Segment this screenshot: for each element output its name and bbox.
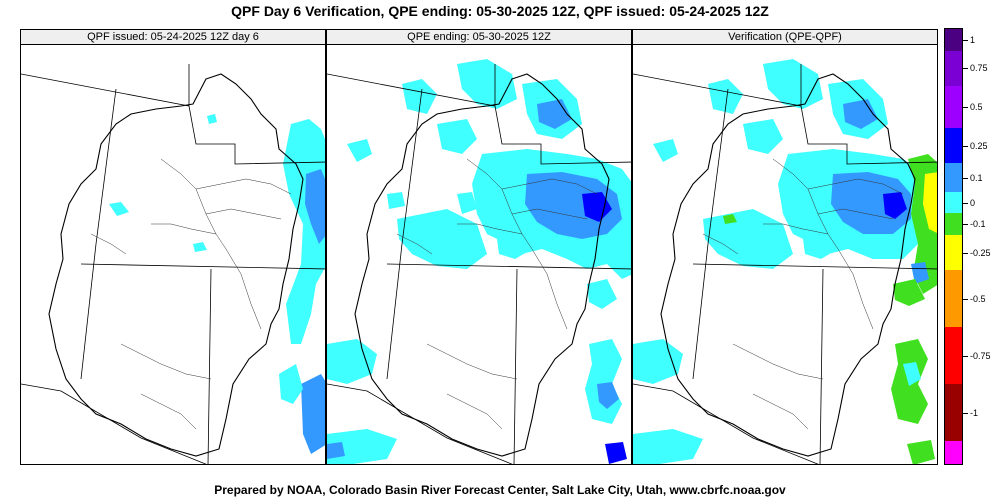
qpe-panel: QPE ending: 05-30-2025 12Z: [326, 29, 632, 465]
precip-field: [633, 59, 937, 464]
colorbar-label: -1: [970, 407, 979, 418]
colorbar-tick: [963, 252, 968, 254]
colorbar-label: -0.1: [970, 219, 986, 230]
colorbar-tick: [963, 145, 968, 147]
colorbar-label: 0.75: [970, 63, 988, 74]
colorbar-segment: [945, 50, 962, 87]
colorbar-tick: [963, 177, 968, 179]
colorbar-label: 0.25: [970, 140, 988, 151]
colorbar-segment: [945, 213, 962, 236]
verification-map: [633, 59, 937, 464]
colorbar-segment: [945, 163, 962, 193]
colorbar-tick: [963, 202, 968, 204]
verification-panel-title: Verification (QPE-QPF): [633, 30, 937, 45]
colorbar-tick: [963, 355, 968, 357]
state-boundaries: [327, 64, 631, 464]
basin-boundary: [354, 73, 610, 457]
colorbar-label: 0.1: [970, 172, 983, 183]
colorbar-tick: [963, 298, 968, 300]
colorbar-segment: [945, 327, 962, 385]
state-boundaries: [21, 64, 325, 464]
colorbar-label: -0.75: [970, 350, 991, 361]
rivers: [702, 158, 904, 430]
colorbar-segment: [945, 85, 962, 129]
rivers: [90, 158, 292, 430]
qpf-panel: QPF issued: 05-24-2025 12Z day 6: [20, 29, 326, 465]
colorbar-segment: [945, 384, 962, 442]
colorbar-label: 0.5: [970, 102, 983, 112]
colorbar-label: 1: [970, 34, 976, 45]
rivers: [396, 158, 598, 430]
colorbar-tick: [963, 412, 968, 414]
colorbar-tick: [963, 224, 968, 226]
qpf-panel-title: QPF issued: 05-24-2025 12Z day 6: [21, 30, 325, 45]
colorbar-tick: [963, 68, 968, 70]
colorbar-label: -0.25: [970, 247, 991, 258]
precip-field: [109, 114, 325, 454]
state-boundaries: [633, 64, 937, 464]
precip-field: [327, 59, 631, 464]
colorbar-segment: [945, 441, 962, 465]
colorbar-segment: [945, 270, 962, 328]
colorbar-tick: [963, 39, 968, 41]
verification-panel: Verification (QPE-QPF): [632, 29, 938, 465]
colorbar-segment: [945, 128, 962, 164]
figure-title: QPF Day 6 Verification, QPE ending: 05-3…: [231, 3, 769, 19]
colorbar-segment: [945, 235, 962, 271]
colorbar-label: -0.5: [970, 293, 986, 304]
qpe-panel-title: QPE ending: 05-30-2025 12Z: [327, 30, 631, 45]
basin-boundary: [48, 73, 304, 457]
qpe-map: [327, 59, 631, 464]
footer-credit: Prepared by NOAA, Colorado Basin River F…: [214, 483, 786, 497]
qpf-map: [21, 64, 325, 464]
colorbar-tick: [963, 107, 968, 108]
colorbar-segment: [945, 29, 962, 52]
colorbar-label: 0: [970, 197, 976, 208]
colorbar-segment: [945, 191, 962, 214]
basin-boundary: [660, 73, 916, 457]
colorbar: [944, 28, 963, 465]
